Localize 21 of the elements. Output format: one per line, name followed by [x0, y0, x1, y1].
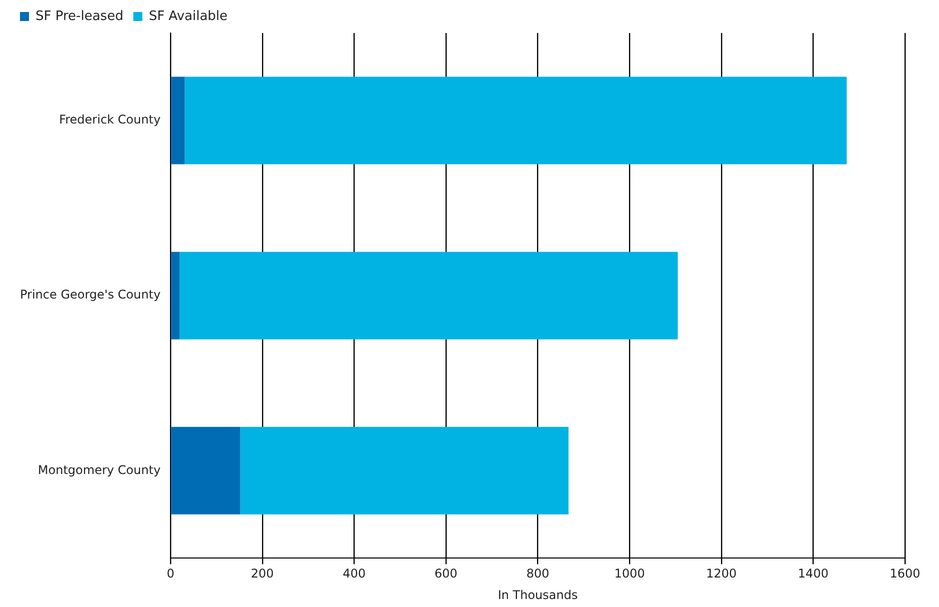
- legend-label: SF Pre-leased: [36, 8, 124, 24]
- bar: [171, 426, 240, 514]
- x-tick-label: 800: [526, 566, 550, 581]
- x-tick-label: 200: [250, 566, 274, 581]
- y-tick-label: Montgomery County: [38, 462, 161, 477]
- x-tick-label: 1600: [890, 566, 920, 581]
- x-tick-label: 1200: [706, 566, 737, 581]
- bar: [180, 252, 678, 340]
- x-tick-label: 400: [342, 566, 366, 581]
- bar: [171, 252, 180, 340]
- bar: [240, 426, 569, 514]
- x-tick-label: 1400: [798, 566, 828, 581]
- x-tick-label: 0: [166, 566, 174, 581]
- x-tick-label: 1000: [614, 566, 645, 581]
- x-axis-title: In Thousands: [498, 588, 578, 602]
- bar: [184, 76, 847, 164]
- y-tick-label: Prince George's County: [20, 288, 161, 302]
- bar: [171, 76, 185, 164]
- y-tick-label: Frederick County: [59, 112, 161, 127]
- legend-label: SF Available: [148, 8, 228, 24]
- x-tick-label: 600: [434, 566, 458, 581]
